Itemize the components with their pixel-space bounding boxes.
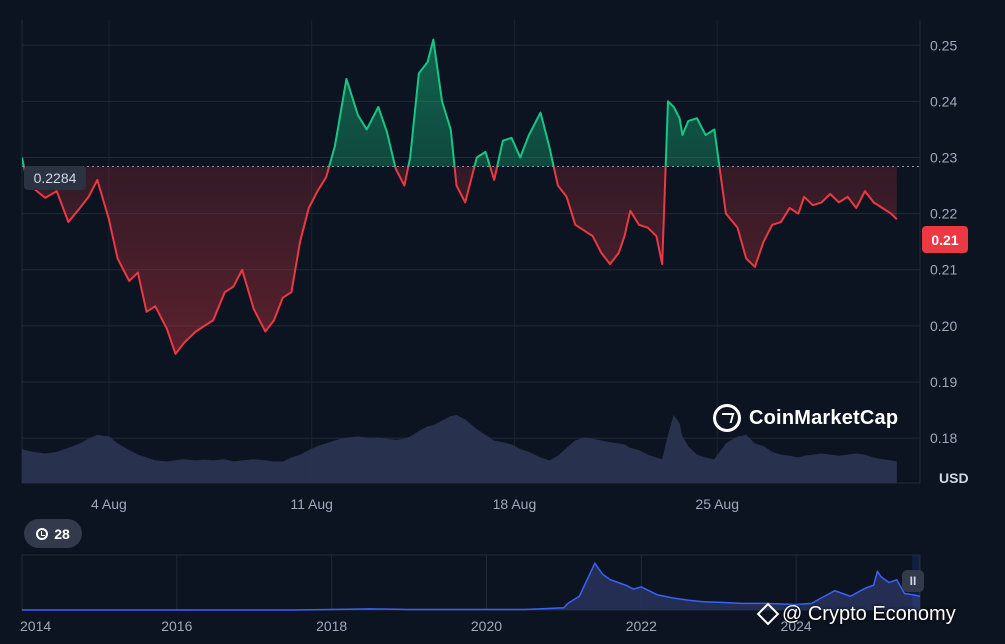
reference-price-label: 0.2284 (33, 170, 77, 186)
up-area-fill (22, 39, 897, 167)
x-tick-label: 11 Aug (290, 496, 333, 512)
y-tick-label: 0.24 (930, 93, 957, 109)
coinmarketcap-watermark: CoinMarketCap (713, 401, 898, 435)
history-count: 28 (54, 525, 70, 542)
x-tick-label: 4 Aug (91, 496, 127, 512)
current-price-tag: 0.21 (922, 226, 968, 253)
overview-tick-label: 2014 (20, 618, 51, 634)
y-tick-label: 0.18 (930, 430, 957, 446)
overview-area (22, 563, 920, 610)
overview-tick-label: 2018 (316, 618, 347, 634)
y-tick-label: 0.23 (930, 149, 957, 165)
y-tick-label: 0.25 (930, 37, 957, 53)
pause-icon: II (909, 574, 917, 588)
y-tick-label: 0.22 (930, 206, 957, 222)
pause-button[interactable]: II (902, 570, 924, 592)
coinmarketcap-logo-icon (713, 404, 741, 432)
price-line-down (22, 166, 898, 355)
binance-logo-icon (756, 602, 780, 626)
currency-label: USD (939, 470, 969, 486)
overview-tick-label: 2020 (471, 618, 502, 634)
history-clock-icon (36, 527, 49, 540)
y-tick-label: 0.19 (930, 374, 957, 390)
current-price-label: 0.21 (931, 231, 959, 248)
history-badge-button[interactable]: 28 (24, 519, 82, 548)
reference-price-tag: 0.2284 (24, 166, 86, 190)
x-tick-label: 25 Aug (695, 496, 739, 512)
y-tick-label: 0.20 (930, 318, 957, 334)
overview-line (22, 561, 921, 611)
down-area-fill (23, 166, 897, 354)
overview-tick-label: 2024 (781, 618, 812, 634)
credit-text: @ Crypto Economy (782, 602, 956, 625)
watermark-brand: CoinMarketCap (749, 406, 899, 429)
volume-area (22, 415, 897, 483)
price-line-up (22, 38, 721, 167)
credit-overlay: @ Crypto Economy (756, 598, 956, 630)
overview-tick-label: 2016 (161, 618, 192, 634)
y-tick-label: 0.21 (930, 262, 957, 278)
x-tick-label: 18 Aug (493, 496, 537, 512)
overview-tick-label: 2022 (626, 618, 657, 634)
